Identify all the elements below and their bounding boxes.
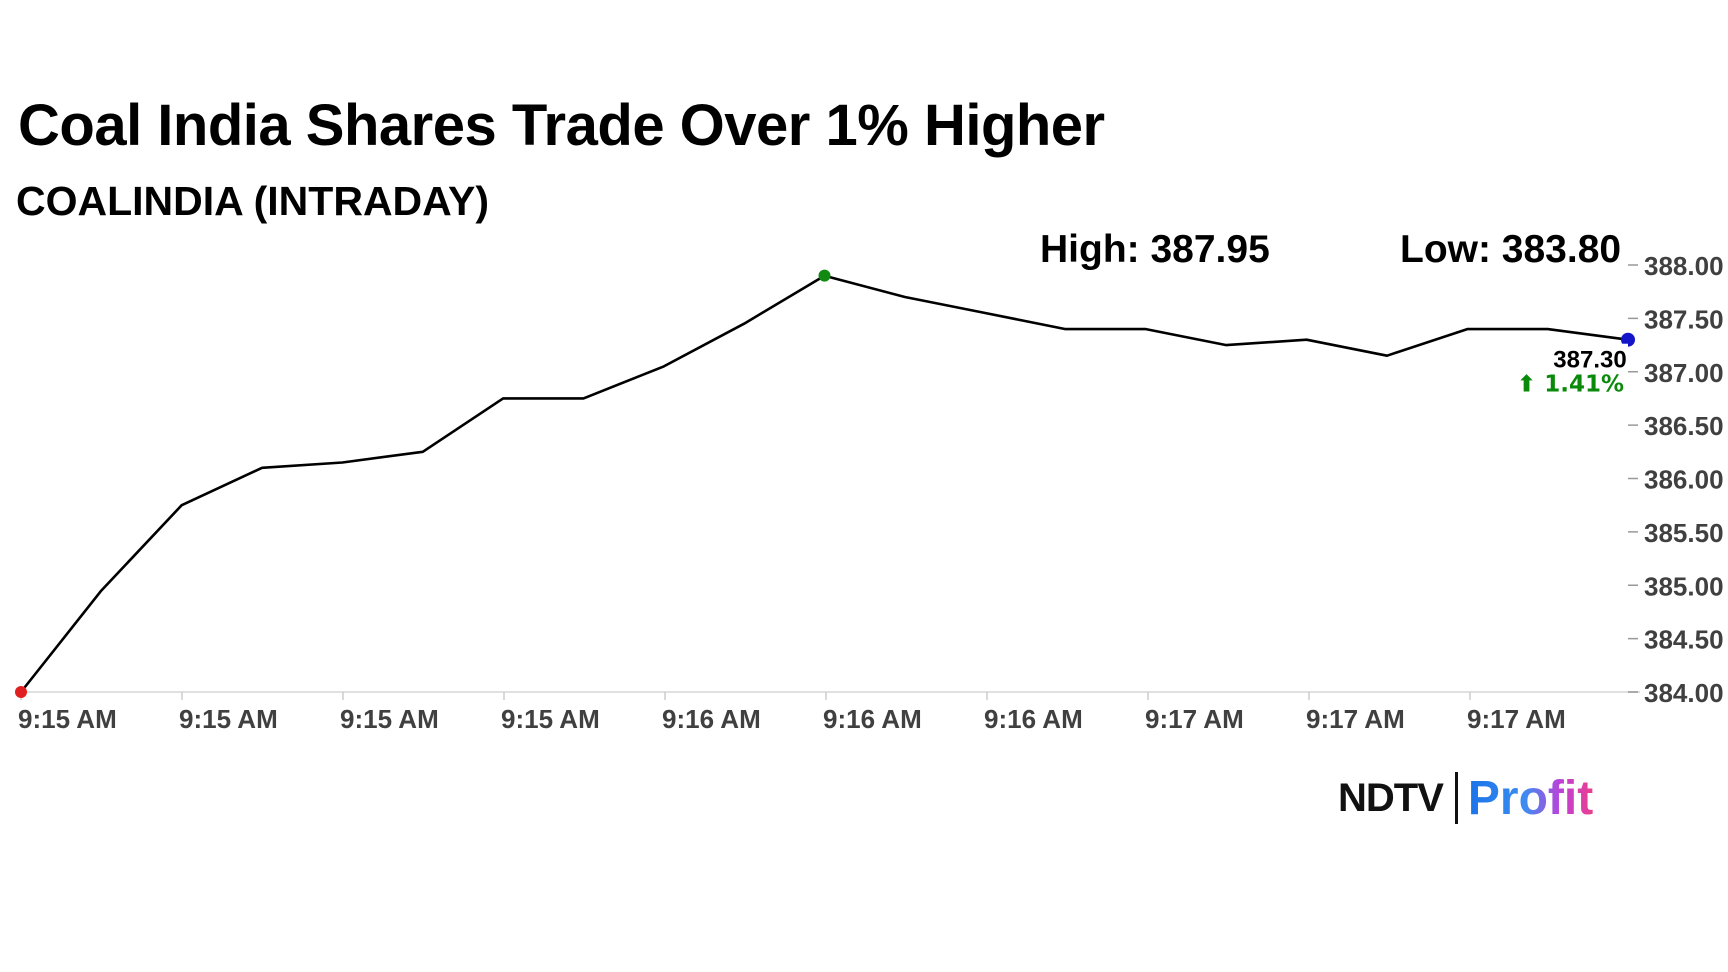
x-tick-label: 9:16 AM — [984, 704, 1083, 734]
y-tick-label: 385.00 — [1644, 571, 1724, 601]
y-tick-label: 384.00 — [1644, 678, 1724, 708]
y-tick-label: 386.00 — [1644, 465, 1724, 495]
x-tick-label: 9:15 AM — [340, 704, 439, 734]
low-label: Low: 383.80 — [1400, 228, 1622, 271]
price-line — [19, 274, 1629, 693]
last-value-label-bg — [1548, 343, 1628, 374]
x-tick-label: 9:17 AM — [1306, 704, 1405, 734]
high-point-marker — [818, 269, 831, 282]
last-point-marker — [1621, 332, 1635, 347]
x-tick-label: 9:16 AM — [662, 704, 761, 734]
ndtv-profit-logo: NDTV Profit — [1338, 770, 1593, 826]
chart-title: Coal India Shares Trade Over 1% Higher — [18, 93, 1105, 158]
chart-subtitle: COALINDIA (INTRADAY) — [16, 178, 490, 224]
y-tick-label: 387.00 — [1644, 358, 1724, 388]
logo-profit-text: Profit — [1467, 771, 1594, 825]
x-tick-label: 9:17 AM — [1467, 704, 1566, 734]
y-tick-label: 385.50 — [1644, 518, 1724, 548]
x-tick-label: 9:15 AM — [18, 704, 117, 734]
high-label: High: 387.95 — [1040, 228, 1270, 271]
y-tick-label: 384.50 — [1644, 625, 1724, 655]
y-tick-label: 387.50 — [1644, 304, 1724, 334]
logo-divider — [1454, 772, 1458, 824]
change-percent-label: ⬆ 1.41% — [1517, 372, 1624, 398]
last-value-label: 387.30 — [1553, 347, 1626, 374]
x-tick-label: 9:17 AM — [1145, 704, 1244, 734]
x-tick-label: 9:16 AM — [823, 704, 922, 734]
y-tick-label: 386.50 — [1644, 411, 1724, 441]
start-point-marker — [15, 686, 27, 698]
logo-ndtv-text: NDTV — [1338, 775, 1444, 820]
y-tick-label: 388.00 — [1644, 251, 1724, 281]
x-tick-label: 9:15 AM — [501, 704, 600, 734]
x-tick-label: 9:15 AM — [179, 704, 278, 734]
